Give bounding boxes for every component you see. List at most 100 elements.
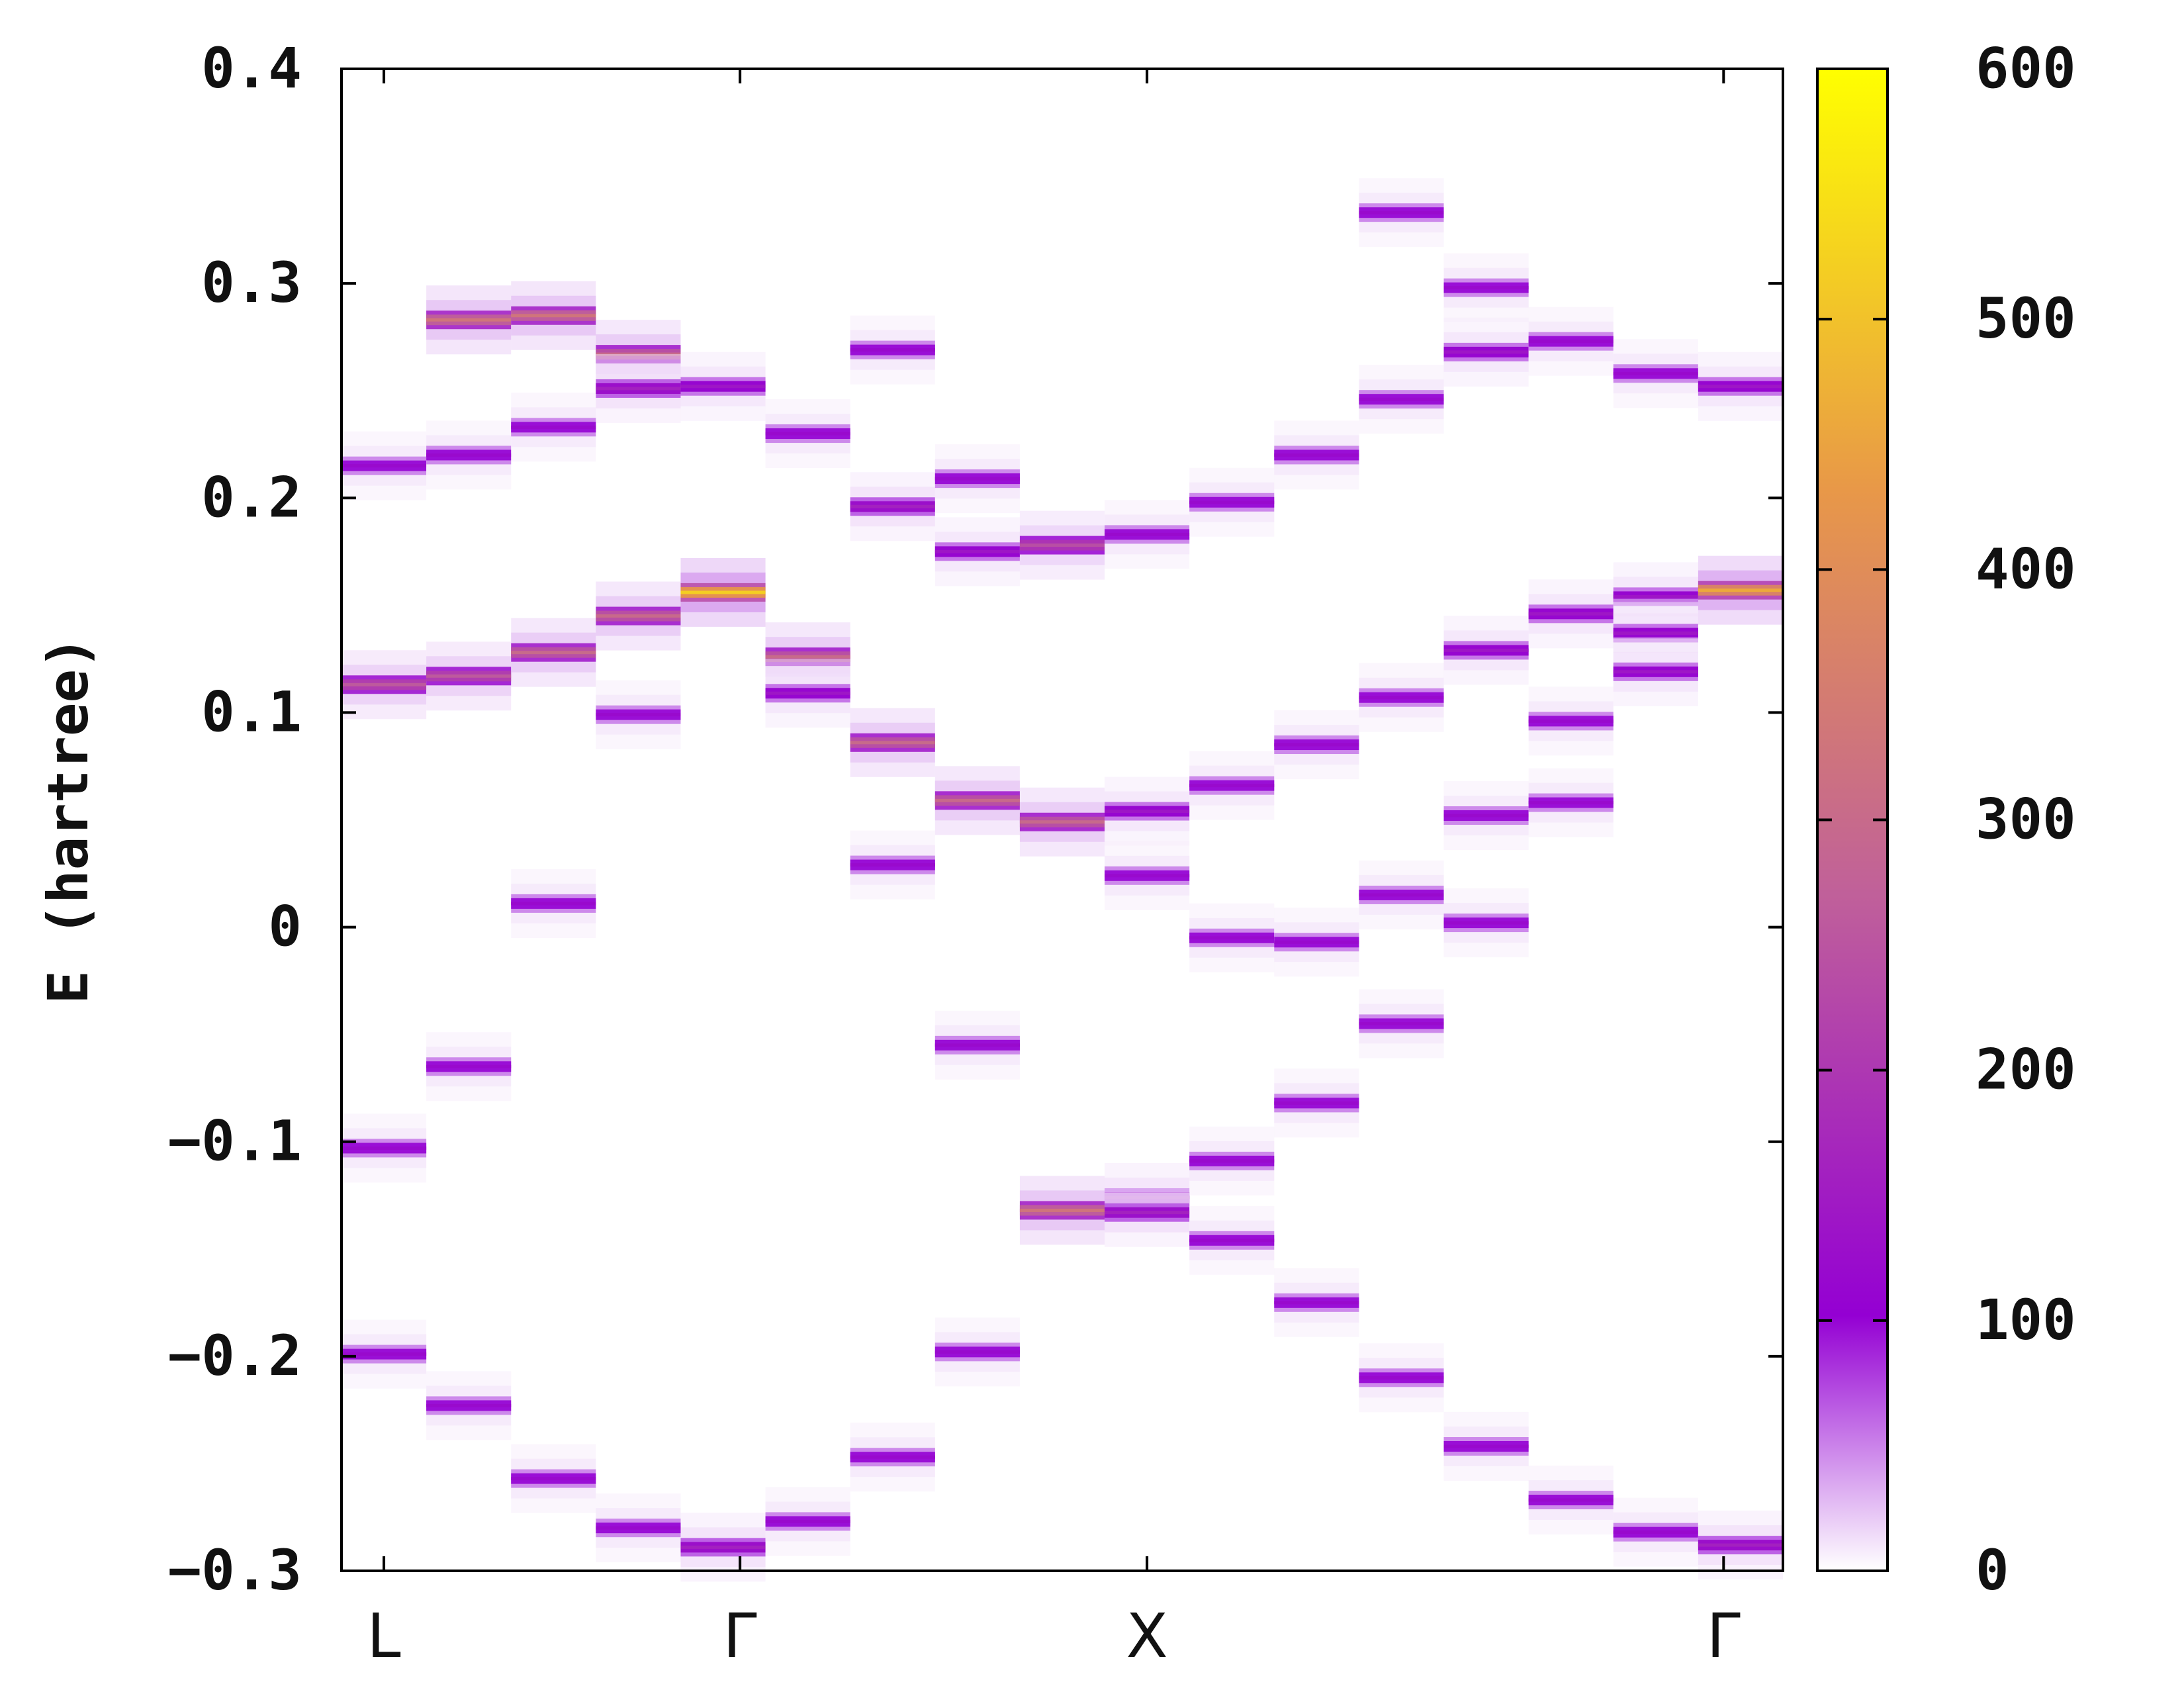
band-core xyxy=(1613,670,1698,674)
band-core xyxy=(934,549,1020,553)
band-core xyxy=(1613,631,1698,635)
band-core xyxy=(1359,696,1444,700)
band-core xyxy=(596,713,681,717)
band-core xyxy=(765,655,850,659)
y-tick-label: −0.2 xyxy=(168,1323,302,1388)
band-5-0 xyxy=(765,399,850,469)
x-tick-label: X xyxy=(1126,1601,1168,1671)
band-10-1 xyxy=(1189,751,1275,820)
band-1-0 xyxy=(426,285,512,355)
band-core xyxy=(1359,397,1444,401)
band-core xyxy=(1698,1543,1783,1547)
band-core xyxy=(1189,500,1275,504)
band-core xyxy=(1359,211,1444,214)
band-1-3 xyxy=(426,1032,512,1102)
band-1-4 xyxy=(426,1371,512,1440)
band-10-4 xyxy=(1189,1205,1275,1275)
band-core xyxy=(1443,286,1529,290)
band-core xyxy=(511,1477,596,1481)
band-9-4 xyxy=(1105,1178,1190,1247)
band-core xyxy=(1528,612,1614,616)
band-2-1 xyxy=(511,393,596,462)
band-11-1 xyxy=(1274,710,1359,780)
band-12-0 xyxy=(1359,178,1444,248)
x-tick-label: Γ xyxy=(723,1601,757,1671)
band-core xyxy=(1105,810,1190,814)
band-1-2 xyxy=(426,641,512,711)
band-13-5 xyxy=(1443,1411,1529,1481)
band-11-3 xyxy=(1274,1068,1359,1138)
band-12-2 xyxy=(1359,663,1444,732)
band-core xyxy=(1359,893,1444,897)
band-4-0 xyxy=(680,352,766,421)
heatmap-bands xyxy=(341,178,1783,1582)
band-14-4 xyxy=(1528,1466,1614,1535)
band-core xyxy=(680,1545,766,1549)
band-core xyxy=(1528,801,1614,805)
band-core xyxy=(341,1352,427,1356)
band-2-3 xyxy=(511,868,596,938)
band-core xyxy=(850,504,935,508)
band-14-1 xyxy=(1528,579,1614,649)
band-7-2 xyxy=(934,766,1020,835)
band-core xyxy=(1105,874,1190,878)
y-tick-labels: 0.4 0.3 0.2 0.1 0 −0.1 −0.2 −0.3 xyxy=(168,36,302,1603)
band-core xyxy=(1443,814,1529,818)
band-15-4 xyxy=(1613,1497,1698,1567)
band-core xyxy=(1105,532,1190,536)
band-core xyxy=(1019,1208,1105,1212)
band-core xyxy=(934,1043,1020,1047)
band-core xyxy=(1613,1530,1698,1534)
band-13-3 xyxy=(1443,781,1529,851)
band-12-3 xyxy=(1359,860,1444,929)
band-7-3 xyxy=(934,1010,1020,1080)
colorbar-tick-labels: 600 500 400 300 200 100 0 xyxy=(1976,36,2076,1603)
band-core xyxy=(511,902,596,906)
band-9-1 xyxy=(1105,776,1190,846)
band-core xyxy=(1189,1239,1275,1243)
band-core xyxy=(426,318,512,322)
axis-ticks xyxy=(341,68,1783,1572)
band-core xyxy=(680,590,766,594)
band-core xyxy=(511,425,596,429)
band-core xyxy=(1613,594,1698,598)
colorbar-tick-label: 600 xyxy=(1976,36,2076,101)
band-core xyxy=(596,387,681,391)
band-core xyxy=(1274,940,1359,944)
band-14-2 xyxy=(1528,686,1614,756)
band-core xyxy=(426,674,512,678)
band-core xyxy=(1528,340,1614,344)
band-core xyxy=(1528,719,1614,723)
band-core xyxy=(1443,921,1529,925)
y-tick-label: 0.2 xyxy=(201,465,302,530)
band-core xyxy=(1274,453,1359,457)
band-8-2 xyxy=(1019,1176,1105,1245)
colorbar-tick-label: 400 xyxy=(1976,536,2076,601)
band-4-1 xyxy=(680,557,766,627)
band-8-0 xyxy=(1019,510,1105,580)
band-12-1 xyxy=(1359,365,1444,434)
band-6-1 xyxy=(850,472,935,541)
band-core xyxy=(341,682,427,686)
band-15-0 xyxy=(1613,339,1698,408)
band-0-1 xyxy=(341,650,427,720)
band-10-0 xyxy=(1189,467,1275,537)
band-core xyxy=(765,691,850,695)
x-tick-label: Γ xyxy=(1707,1601,1741,1671)
y-tick-label: 0 xyxy=(268,894,302,959)
band-6-2 xyxy=(850,708,935,777)
band-2-4 xyxy=(511,1444,596,1513)
band-core xyxy=(596,614,681,618)
band-13-1 xyxy=(1443,317,1529,387)
band-10-3 xyxy=(1189,1126,1275,1196)
band-16-0 xyxy=(1698,352,1783,421)
band-2-2 xyxy=(511,618,596,687)
band-7-0 xyxy=(934,444,1020,514)
y-tick-label: −0.3 xyxy=(168,1538,302,1603)
band-3-4 xyxy=(596,1493,681,1563)
band-core xyxy=(341,464,427,468)
band-3-3 xyxy=(596,680,681,749)
band-13-2 xyxy=(1443,616,1529,685)
